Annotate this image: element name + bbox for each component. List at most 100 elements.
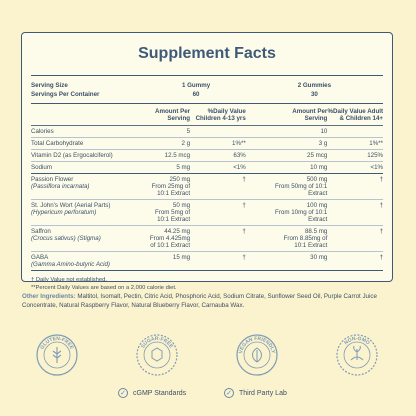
nutrient-name: Vitamin D2 (as Ergocalciferol) [31, 152, 113, 159]
nutrient-row: Sodium 5 mg <1% 10 mg <1% [31, 162, 383, 173]
serving-size-label: Serving Size [31, 82, 68, 89]
nutrient-name: Sodium [31, 164, 52, 171]
ingredient-name-cell: Saffron (Crocus sativus) (Stigma) [31, 228, 146, 242]
divider [31, 75, 383, 76]
extract-source-1: From 25mg of 10:1 Extract [151, 183, 191, 197]
serving-size-2: 2 Gummies [297, 82, 332, 89]
nutrient-name: Total Carbohydrate [31, 140, 84, 147]
other-ingredients-label: Other Ingredients: [22, 293, 76, 300]
divider [31, 125, 383, 126]
sugar-free-badge: SUGAR-FREE [136, 334, 178, 376]
amount-1-cell: 50 mg From 5mg of 10:1 Extract [146, 202, 190, 223]
nutrient-row: Calories 5 10 [31, 126, 383, 138]
ingredient-row: GABA (Gamma Amino-butyric Acid) 15 mg † 30 m… [31, 252, 383, 270]
amount-2: 500 mg [306, 176, 328, 183]
sugar-free-icon: SUGAR-FREE [136, 334, 178, 376]
ingredient-name: GABA [31, 254, 49, 261]
daily-value-1: <1% [233, 164, 246, 171]
column-header: Amount Per Serving %Daily Value Children… [31, 104, 383, 125]
amount-1-cell: 44.25 mg From 4.425mg of 10:1 Extract [146, 228, 190, 249]
svg-text:NON-GMO: NON-GMO [343, 336, 371, 346]
daily-value-2: † [379, 176, 384, 183]
extract-source-2: From 10mg of 10:1 Extract [275, 209, 328, 223]
amount-2-cell: 100 mg From 10mg of 10:1 Extract [272, 202, 328, 223]
cgmp-standards: ✓ cGMP Standards [118, 388, 186, 398]
panel-title: Supplement Facts [138, 45, 276, 62]
servings-per-container-label: Servings Per Container [31, 91, 100, 98]
daily-value-1: † [242, 202, 246, 209]
ingredient-latin: (Gamma Amino-butyric Acid) [31, 261, 110, 268]
amount-1: 2 g [181, 140, 191, 147]
divider [31, 103, 383, 104]
vegan-friendly-icon: VEGAN FRIENDLY [236, 334, 278, 376]
nutrient-row: Vitamin D2 (as Ergocalciferol) 12.5 mcg 63… [31, 150, 383, 162]
ingredient-name-cell: Passion Flower (Passiflora incarnata) [31, 176, 146, 190]
amount-1: 12.5 mcg [164, 152, 191, 159]
daily-value-2: † [379, 228, 384, 235]
dagger-footnote: † Daily Value not established. [31, 277, 107, 283]
daily-value-2: † [379, 254, 384, 261]
daily-value-1: † [242, 254, 246, 261]
daily-value-2: 125% [367, 152, 384, 159]
amount-per-serving-2: Amount Per Serving [292, 108, 328, 122]
check-circle-icon: ✓ [224, 388, 234, 398]
badge-label: NON-GMO [343, 336, 371, 346]
amount-2: 3 g [318, 140, 328, 147]
ingredient-name: Passion Flower [31, 176, 74, 183]
nutrient-list: Calories 5 10 Total Carbohydrate 2 g 1%** 3 g 1… [31, 126, 383, 173]
other-ingredients-text: Maltitol, Isomalt, Pectin, Citric Acid, … [22, 293, 377, 309]
amount-1: 44.25 mg [164, 228, 191, 235]
gluten-free-icon: GLUTEN-FREE [36, 334, 78, 376]
amount-2: 25 mcg [307, 152, 328, 159]
footnotes: † Daily Value not established. **Percent… [31, 271, 383, 292]
amount-2: 100 mg [306, 202, 328, 209]
ingredient-name-cell: GABA (Gamma Amino-butyric Acid) [31, 254, 146, 268]
amount-1: 250 mg [169, 176, 191, 183]
amount-1: 15 mg [172, 254, 191, 261]
amount-1: 5 mg [176, 164, 191, 171]
amount-1-cell: 250 mg From 25mg of 10:1 Extract [146, 176, 191, 197]
extract-source-1: From 4.425mg of 10:1 Extract [149, 235, 191, 249]
servings-per-container-2: 30 [310, 91, 318, 98]
ingredient-row: Passion Flower (Passiflora incarnata) 250 … [31, 174, 383, 200]
amount-2-cell: 88.5 mg From 8.85mg of 10:1 Extract [272, 228, 328, 249]
percent-footnote: **Percent Daily Values are based on a 2,… [31, 284, 177, 291]
ingredient-row: St. John's Wort (Aerial Parts) (Hypericum… [31, 200, 383, 226]
amount-2: 10 [320, 128, 328, 135]
ingredient-latin: (Hypericum perforatum) [31, 209, 97, 216]
other-ingredients: Other Ingredients: Maltitol, Isomalt, Pe… [22, 292, 396, 310]
non-gmo-badge: NON-GMO [336, 334, 378, 376]
daily-value-1: † [242, 228, 246, 235]
daily-value-2: <1% [370, 164, 384, 171]
extract-source-1: From 5mg of 10:1 Extract [155, 209, 191, 223]
ingredient-latin: (Crocus sativus) (Stigma) [31, 235, 101, 242]
supplement-facts-panel: Supplement Facts Serving Size 1 Gummy 2 … [21, 32, 393, 291]
amount-per-serving-1: Amount Per Serving [155, 108, 191, 122]
ingredient-name: Saffron [31, 228, 51, 235]
daily-value-1: 1%** [232, 140, 246, 147]
gluten-free-badge: GLUTEN-FREE [36, 334, 78, 376]
ingredient-list: Passion Flower (Passiflora incarnata) 250 … [31, 174, 383, 270]
daily-value-2: 1%** [369, 140, 384, 147]
amount-1: 50 mg [172, 202, 191, 209]
amount-2: 30 mg [310, 254, 328, 261]
extract-source-2: From 8.85mg of 10:1 Extract [283, 235, 328, 249]
amount-2-cell: 500 mg From 50mg of 10:1 Extract [272, 176, 328, 197]
servings-per-container-1: 60 [192, 91, 200, 98]
vegan-friendly-badge: VEGAN FRIENDLY [236, 334, 278, 376]
non-gmo-icon: NON-GMO [336, 334, 378, 376]
extract-source-2: From 50mg of 10:1 Extract [275, 183, 328, 197]
ingredient-row: Saffron (Crocus sativus) (Stigma) 44.25 mg… [31, 226, 383, 252]
serving-info: Serving Size 1 Gummy 2 Gummies Servings … [31, 76, 383, 99]
amount-1: 5 [186, 128, 191, 135]
daily-value-header-1: %Daily Value Children 4-13 yrs [195, 108, 246, 122]
serving-size-1: 1 Gummy [181, 82, 211, 89]
ingredient-name: St. John's Wort (Aerial Parts) [31, 202, 111, 209]
daily-value-1: 63% [233, 152, 246, 159]
amount-2-cell: 30 mg [272, 254, 328, 261]
divider [31, 270, 383, 271]
third-party-lab: ✓ Third Party Lab [224, 388, 287, 398]
third-party-label: Third Party Lab [239, 389, 287, 397]
daily-value-2: † [379, 202, 384, 209]
